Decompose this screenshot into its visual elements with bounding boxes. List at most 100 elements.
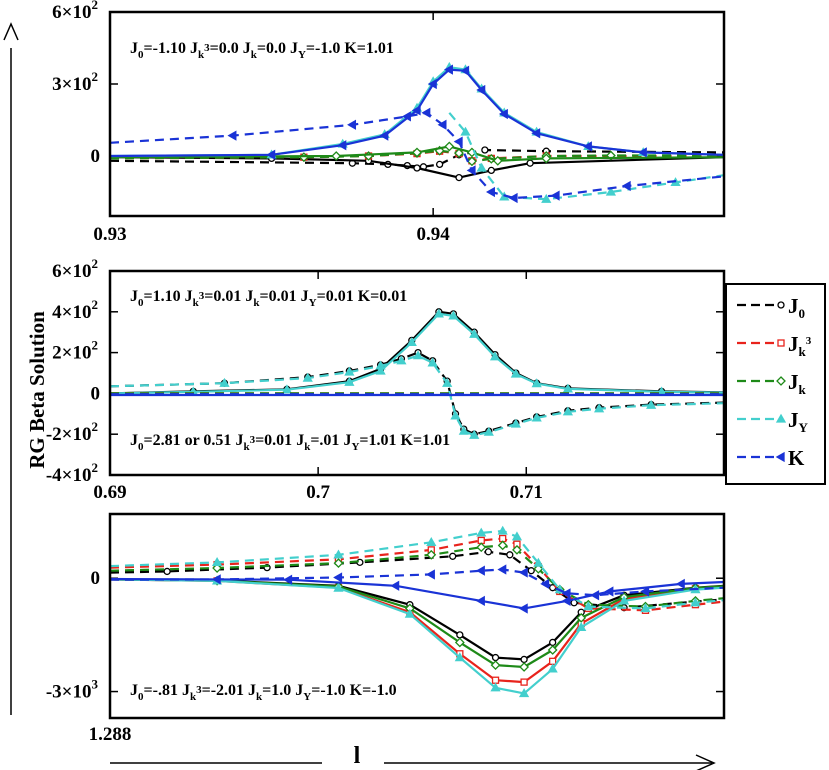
data-point-k	[266, 149, 276, 160]
data-point-jy	[396, 355, 407, 365]
data-point-j0	[163, 567, 171, 576]
data-point-jk	[533, 563, 544, 574]
data-point-k	[476, 84, 486, 96]
data-point-jk	[331, 151, 342, 161]
x-tick-label: 0.94	[417, 224, 451, 245]
series-line-k	[110, 568, 724, 597]
data-point-k	[453, 136, 463, 147]
data-point-jy	[375, 365, 386, 375]
data-point-k	[518, 567, 528, 578]
data-point-jy	[518, 688, 530, 698]
data-point-jy	[448, 310, 459, 320]
data-point-j0	[527, 567, 535, 575]
y-axis-label: RG Beta Solution	[25, 311, 49, 469]
data-point-j0	[549, 638, 557, 647]
legend-label-jk3: Jk3	[788, 332, 812, 359]
data-point-jy	[454, 652, 465, 662]
data-point-jy	[469, 429, 480, 439]
data-point-j0	[481, 146, 489, 154]
data-point-jy	[333, 549, 344, 559]
x-tick-label: 0.71	[510, 482, 543, 503]
data-point-jy	[497, 525, 508, 535]
data-point-jy	[433, 308, 444, 318]
data-point-k	[561, 588, 571, 599]
data-point-k	[421, 107, 431, 118]
y-tick-label: 3×102	[52, 69, 98, 95]
data-point-jy	[404, 608, 415, 618]
data-point-jy	[412, 350, 424, 360]
data-point-k	[333, 572, 343, 583]
y-axis-arrowhead	[3, 22, 19, 41]
data-point-k	[411, 105, 421, 116]
data-point-j0	[413, 164, 421, 172]
data-point-jk	[519, 662, 530, 672]
data-point-jy	[219, 377, 230, 387]
data-point-jy	[344, 376, 355, 386]
data-point-jy	[583, 601, 594, 611]
x-tick-label: 0.93	[93, 224, 126, 245]
data-point-jk	[454, 148, 464, 159]
data-point-jk	[541, 153, 552, 164]
data-point-jy	[476, 527, 487, 537]
data-point-j0	[455, 173, 463, 182]
y-tick-label: -2×102	[46, 419, 98, 445]
data-point-jy	[281, 384, 293, 394]
data-point-jy	[562, 406, 574, 416]
data-point-jy	[406, 337, 417, 347]
legend-marker-jy	[775, 413, 787, 423]
data-point-jk3	[520, 678, 528, 686]
legend-label-k: K	[788, 446, 805, 470]
data-point-jk3	[549, 657, 557, 665]
y-tick-label: 0	[91, 383, 101, 404]
data-point-k	[550, 190, 560, 201]
series-layer	[110, 308, 724, 439]
series-layer	[110, 61, 724, 204]
data-point-jk	[333, 558, 344, 569]
series-line-jy	[110, 578, 724, 695]
x-axis-label: l	[354, 743, 361, 769]
y-tick-label: -3×103	[46, 677, 99, 703]
legend-marker-j0	[777, 301, 785, 309]
data-point-jy	[646, 399, 657, 409]
data-point-k	[347, 119, 357, 130]
data-point-jk	[412, 147, 422, 158]
legend-label-jy: JY	[788, 408, 809, 435]
data-point-j0	[491, 653, 500, 662]
series-line-j0	[110, 156, 724, 179]
series-line-k	[110, 68, 724, 158]
series-line-jk	[110, 578, 724, 669]
legend-marker-k	[775, 451, 785, 463]
data-point-j0	[506, 551, 514, 559]
y-tick-label: 0	[91, 146, 101, 167]
y-tick-label: 2×102	[52, 338, 98, 364]
data-point-k	[444, 64, 453, 75]
panel-annotation-secondary: J0=2.81 or 0.51 Jk3=0.01 Jk=.01 JY=1.01 …	[130, 432, 450, 453]
data-point-jy	[483, 426, 494, 436]
legend-label-jk: Jk	[788, 370, 807, 397]
data-point-jy	[531, 378, 542, 388]
data-point-k	[475, 595, 485, 607]
data-point-k	[460, 65, 470, 76]
panel-annotation: J0=-1.10 Jk3=0.0 Jk=0.0 JY=-1.0 K=1.01	[130, 40, 394, 61]
y-axis-label-group: RG Beta Solution	[3, 22, 49, 715]
data-point-jk	[444, 141, 455, 152]
data-point-k	[427, 78, 437, 90]
data-point-k	[637, 147, 647, 158]
data-point-k	[486, 186, 495, 198]
data-point-jk	[212, 563, 223, 573]
y-tick-label: 6×102	[52, 0, 98, 23]
data-point-jk3	[491, 676, 500, 684]
data-point-jk	[490, 660, 501, 671]
data-point-k	[498, 108, 508, 120]
legend: J0 Jk3 Jk JY K	[725, 283, 826, 485]
data-point-jy	[490, 682, 501, 692]
data-point-j0	[526, 159, 534, 167]
data-point-jy	[450, 410, 461, 420]
data-point-jy	[302, 372, 313, 382]
data-point-jk	[512, 544, 522, 555]
data-point-k	[540, 578, 550, 590]
data-point-jy	[427, 357, 438, 367]
data-point-jy	[576, 622, 587, 631]
data-point-jy	[690, 597, 701, 607]
